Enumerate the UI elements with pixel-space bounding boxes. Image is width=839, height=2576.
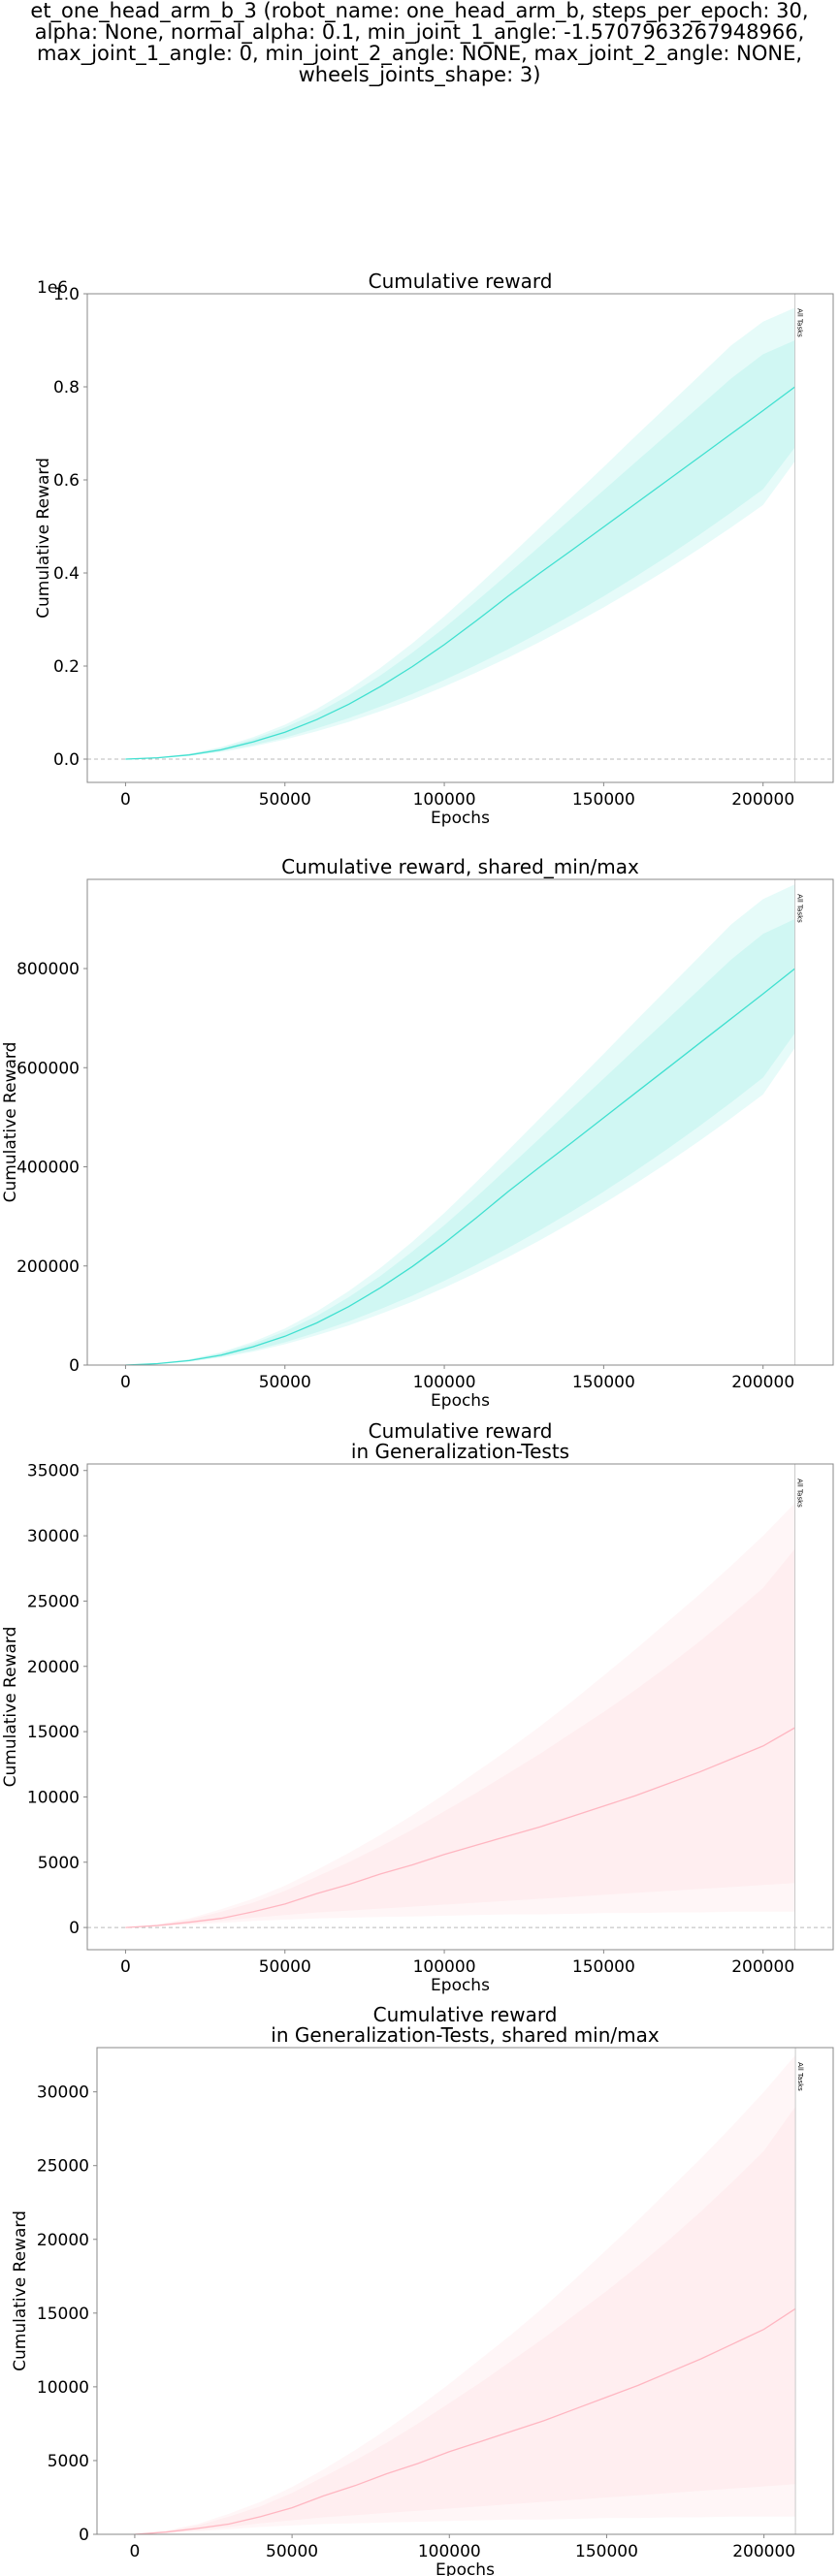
y-tick-label: 400000: [16, 1159, 80, 1178]
x-tick-label: 50000: [259, 1373, 311, 1392]
y-tick-label: 20000: [27, 1658, 80, 1677]
suptitle-line: wheels_joints_shape: 3): [298, 63, 541, 86]
chart-title: Cumulative reward: [369, 1419, 553, 1443]
x-tick-label: 200000: [731, 790, 794, 810]
y-tick-label: 10000: [27, 1788, 80, 1807]
y-tick-label: 1.0: [53, 285, 80, 304]
y-tick-label: 600000: [16, 1059, 80, 1078]
task-boundary-label: All Tasks: [796, 2062, 804, 2091]
y-tick-label: 20000: [37, 2231, 89, 2250]
y-tick-label: 25000: [37, 2157, 89, 2177]
x-axis-label: Epochs: [431, 809, 490, 828]
y-tick-label: 0.0: [53, 750, 80, 770]
y-tick-label: 30000: [27, 1527, 80, 1546]
y-axis-label: Cumulative Reward: [1, 1627, 20, 1788]
y-tick-label: 0.4: [53, 564, 80, 584]
chart-4: All Tasks 0 50000 100000 150000 200000 0 5000 10…: [11, 2003, 834, 2576]
x-tick-label: 100000: [413, 1957, 476, 1977]
chart-title: in Generalization-Tests: [351, 1440, 569, 1463]
y-tick-label: 15000: [27, 1723, 80, 1742]
y-tick-label: 0.2: [53, 657, 80, 677]
y-tick-label: 30000: [37, 2083, 89, 2103]
suptitle-line: max_joint_1_angle: 0, min_joint_2_angle:…: [36, 42, 803, 65]
axes-frame: [86, 878, 834, 1366]
x-tick-label: 200000: [731, 1373, 794, 1392]
chart-title: Cumulative reward: [369, 270, 553, 293]
task-boundary-label: All Tasks: [796, 894, 804, 923]
x-tick-label: 0: [130, 2542, 141, 2561]
x-tick-label: 200000: [731, 1957, 794, 1977]
figure-suptitle: et_one_head_arm_b_3 (robot_name: one_hea…: [0, 0, 839, 85]
x-tick-label: 200000: [732, 2542, 795, 2561]
std-band: [134, 2106, 796, 2534]
minmax-band: [125, 307, 795, 759]
task-boundary-label: All Tasks: [796, 1479, 804, 1508]
x-axis-label: Epochs: [431, 1976, 490, 1995]
y-tick-label: 200000: [16, 1257, 80, 1277]
y-tick-label: 25000: [27, 1592, 80, 1611]
y-axis-label: Cumulative Reward: [11, 2210, 30, 2371]
x-tick-label: 150000: [572, 1373, 635, 1392]
x-tick-label: 0: [120, 1957, 131, 1977]
x-tick-label: 150000: [572, 1957, 635, 1977]
chart-title: Cumulative reward: [373, 2003, 558, 2026]
chart-2: All Tasks 0 50000 100000 150000 200000 0 200000…: [1, 855, 834, 1411]
chart-title: Cumulative reward, shared_min/max: [281, 855, 639, 878]
y-tick-label: 5000: [38, 1854, 80, 1873]
x-tick-label: 0: [120, 790, 131, 810]
suptitle-line: alpha: None, normal_alpha: 0.1, min_join…: [34, 20, 805, 44]
y-axis-label: Cumulative Reward: [1, 1042, 20, 1203]
y-tick-label: 35000: [27, 1462, 80, 1481]
y-tick-label: 0: [79, 2526, 89, 2545]
mean-line: [134, 2307, 796, 2534]
axes-frame: [86, 293, 834, 783]
mean-line: [125, 1727, 795, 1928]
x-tick-label: 50000: [259, 790, 311, 810]
x-tick-label: 100000: [418, 2542, 481, 2561]
y-tick-label: 10000: [37, 2378, 89, 2398]
plot-area: [87, 1503, 833, 1928]
y-axis-label: Cumulative Reward: [34, 458, 53, 619]
x-tick-label: 100000: [413, 790, 476, 810]
axes-frame: [96, 2047, 834, 2535]
y-tick-label: 0: [69, 1919, 80, 1938]
mean-line: [125, 386, 795, 760]
y-tick-label: 0: [69, 1356, 80, 1376]
minmax-band: [134, 2054, 796, 2534]
y-tick-label: 0.8: [53, 378, 80, 398]
minmax-band: [125, 884, 795, 1365]
x-tick-label: 50000: [266, 2542, 318, 2561]
x-tick-label: 150000: [572, 790, 635, 810]
x-tick-label: 50000: [259, 1957, 311, 1977]
x-tick-label: 0: [120, 1373, 131, 1392]
x-tick-label: 150000: [575, 2542, 638, 2561]
plot-area: [134, 2054, 796, 2534]
plot-area: [125, 884, 796, 1365]
y-tick-label: 0.6: [53, 471, 80, 491]
suptitle-line: et_one_head_arm_b_3 (robot_name: one_hea…: [30, 0, 809, 22]
axes-frame: [86, 1463, 834, 1951]
x-tick-label: 100000: [413, 1373, 476, 1392]
mean-line: [125, 968, 796, 1365]
chart-title: in Generalization-Tests, shared min/max: [271, 2023, 660, 2047]
chart-3: All Tasks 0 50000 100000 150000 200000 0 5000 10…: [1, 1419, 834, 1995]
std-band: [125, 340, 795, 759]
std-band: [125, 918, 795, 1365]
std-band: [125, 1548, 795, 1928]
task-boundary-label: All Tasks: [796, 308, 804, 337]
x-axis-label: Epochs: [436, 2560, 495, 2576]
y-tick-label: 15000: [37, 2305, 89, 2324]
minmax-band: [125, 1503, 795, 1928]
y-offset-text: 1e6: [37, 278, 68, 298]
plot-area: [87, 307, 833, 760]
y-tick-label: 5000: [48, 2452, 89, 2471]
chart-1: All Tasks 0 50000 100000 150000 200000 0.0 0.2 0…: [34, 270, 834, 828]
y-tick-label: 800000: [16, 960, 80, 979]
x-axis-label: Epochs: [431, 1391, 490, 1411]
